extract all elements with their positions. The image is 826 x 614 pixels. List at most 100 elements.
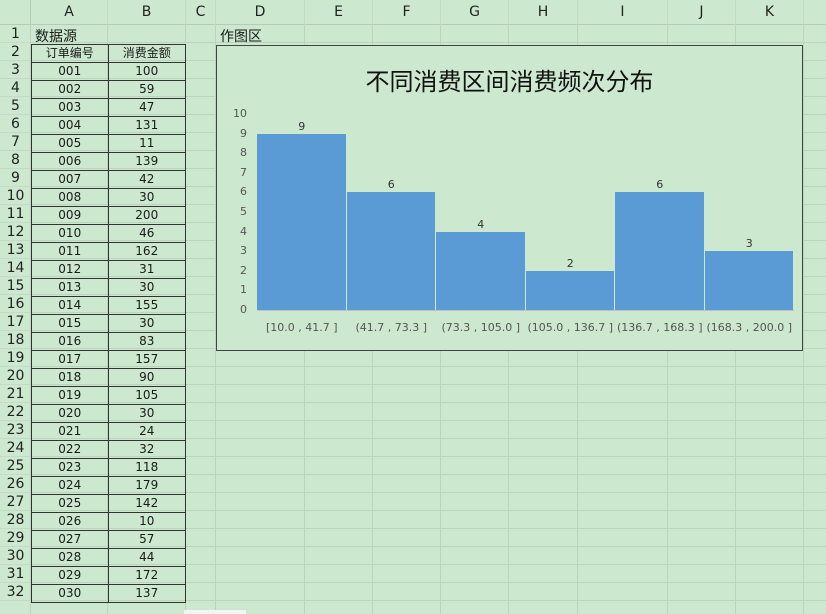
row-header-17[interactable]: 17 xyxy=(0,313,31,331)
table-cell[interactable]: 57 xyxy=(107,530,186,549)
table-header-cell[interactable]: 订单编号 xyxy=(31,44,109,63)
table-cell[interactable]: 30 xyxy=(107,278,186,297)
column-header-d[interactable]: D xyxy=(216,0,305,24)
chart-bar[interactable] xyxy=(257,133,347,310)
table-cell[interactable]: 44 xyxy=(107,548,186,567)
column-header-k[interactable]: K xyxy=(736,0,804,24)
row-header-9[interactable]: 9 xyxy=(0,169,31,187)
table-cell[interactable]: 018 xyxy=(31,368,109,387)
table-cell[interactable]: 016 xyxy=(31,332,109,351)
table-cell[interactable]: 003 xyxy=(31,98,109,117)
table-cell[interactable]: 006 xyxy=(31,152,109,171)
column-header-h[interactable]: H xyxy=(509,0,578,24)
table-cell[interactable]: 020 xyxy=(31,404,109,423)
row-header-22[interactable]: 22 xyxy=(0,403,31,421)
row-header-27[interactable]: 27 xyxy=(0,493,31,511)
table-cell[interactable]: 47 xyxy=(107,98,186,117)
column-header-f[interactable]: F xyxy=(373,0,441,24)
table-cell[interactable]: 30 xyxy=(107,314,186,333)
table-cell[interactable]: 100 xyxy=(107,62,186,81)
row-header-30[interactable]: 30 xyxy=(0,547,31,565)
row-header-12[interactable]: 12 xyxy=(0,223,31,241)
table-cell[interactable]: 005 xyxy=(31,134,109,153)
column-header-e[interactable]: E xyxy=(305,0,373,24)
table-cell[interactable]: 014 xyxy=(31,296,109,315)
table-cell[interactable]: 24 xyxy=(107,422,186,441)
row-header-32[interactable]: 32 xyxy=(0,583,31,601)
row-header-1[interactable]: 1 xyxy=(0,25,31,43)
table-cell[interactable]: 11 xyxy=(107,134,186,153)
row-header-3[interactable]: 3 xyxy=(0,61,31,79)
table-cell[interactable]: 200 xyxy=(107,206,186,225)
table-cell[interactable]: 30 xyxy=(107,404,186,423)
row-header-21[interactable]: 21 xyxy=(0,385,31,403)
row-header-13[interactable]: 13 xyxy=(0,241,31,259)
row-header-19[interactable]: 19 xyxy=(0,349,31,367)
table-cell[interactable]: 59 xyxy=(107,80,186,99)
chart-bar[interactable] xyxy=(346,192,436,310)
table-cell[interactable]: 10 xyxy=(107,512,186,531)
row-header-16[interactable]: 16 xyxy=(0,295,31,313)
cell-a1[interactable]: 数据源 xyxy=(35,29,77,45)
table-cell[interactable]: 155 xyxy=(107,296,186,315)
column-header-j[interactable]: J xyxy=(668,0,736,24)
table-cell[interactable]: 31 xyxy=(107,260,186,279)
row-header-15[interactable]: 15 xyxy=(0,277,31,295)
chart-bar[interactable] xyxy=(525,270,615,310)
table-cell[interactable]: 90 xyxy=(107,368,186,387)
row-header-11[interactable]: 11 xyxy=(0,205,31,223)
table-cell[interactable]: 012 xyxy=(31,260,109,279)
row-header-18[interactable]: 18 xyxy=(0,331,31,349)
table-cell[interactable]: 008 xyxy=(31,188,109,207)
table-cell[interactable]: 83 xyxy=(107,332,186,351)
row-header-8[interactable]: 8 xyxy=(0,151,31,169)
select-all-corner[interactable] xyxy=(0,0,31,24)
row-header-31[interactable]: 31 xyxy=(0,565,31,583)
row-header-28[interactable]: 28 xyxy=(0,511,31,529)
column-header-c[interactable]: C xyxy=(186,0,216,24)
table-cell[interactable]: 010 xyxy=(31,224,109,243)
histogram-chart[interactable]: 不同消费区间消费频次分布 0 1 2 3 4 5 6 7 8 9 10 9 [10.0 , 41.7 ]… xyxy=(216,45,803,351)
table-cell[interactable]: 142 xyxy=(107,494,186,513)
table-cell[interactable]: 139 xyxy=(107,152,186,171)
table-cell[interactable]: 007 xyxy=(31,170,109,189)
column-header-b[interactable]: B xyxy=(108,0,186,24)
table-cell[interactable]: 32 xyxy=(107,440,186,459)
row-header-2[interactable]: 2 xyxy=(0,43,31,61)
row-header-25[interactable]: 25 xyxy=(0,457,31,475)
table-cell[interactable]: 004 xyxy=(31,116,109,135)
table-cell[interactable]: 157 xyxy=(107,350,186,369)
table-cell[interactable]: 027 xyxy=(31,530,109,549)
table-cell[interactable]: 024 xyxy=(31,476,109,495)
table-cell[interactable]: 172 xyxy=(107,566,186,585)
table-cell[interactable]: 137 xyxy=(107,584,186,603)
table-cell[interactable]: 011 xyxy=(31,242,109,261)
row-header-4[interactable]: 4 xyxy=(0,79,31,97)
horizontal-scrollbar[interactable] xyxy=(184,610,246,614)
table-cell[interactable]: 46 xyxy=(107,224,186,243)
cell-d1[interactable]: 作图区 xyxy=(220,29,262,45)
row-header-14[interactable]: 14 xyxy=(0,259,31,277)
table-cell[interactable]: 021 xyxy=(31,422,109,441)
row-header-5[interactable]: 5 xyxy=(0,97,31,115)
row-header-7[interactable]: 7 xyxy=(0,133,31,151)
table-header-cell[interactable]: 消费金额 xyxy=(107,44,186,63)
chart-title[interactable]: 不同消费区间消费频次分布 xyxy=(365,68,654,96)
row-header-29[interactable]: 29 xyxy=(0,529,31,547)
table-cell[interactable]: 42 xyxy=(107,170,186,189)
table-cell[interactable]: 030 xyxy=(31,584,109,603)
table-cell[interactable]: 026 xyxy=(31,512,109,531)
table-cell[interactable]: 001 xyxy=(31,62,109,81)
table-cell[interactable]: 025 xyxy=(31,494,109,513)
table-cell[interactable]: 013 xyxy=(31,278,109,297)
row-header-26[interactable]: 26 xyxy=(0,475,31,493)
column-header-g[interactable]: G xyxy=(441,0,509,24)
row-header-10[interactable]: 10 xyxy=(0,187,31,205)
table-cell[interactable]: 118 xyxy=(107,458,186,477)
table-cell[interactable]: 131 xyxy=(107,116,186,135)
row-header-20[interactable]: 20 xyxy=(0,367,31,385)
chart-bar[interactable] xyxy=(615,192,705,310)
table-cell[interactable]: 30 xyxy=(107,188,186,207)
row-header-6[interactable]: 6 xyxy=(0,115,31,133)
